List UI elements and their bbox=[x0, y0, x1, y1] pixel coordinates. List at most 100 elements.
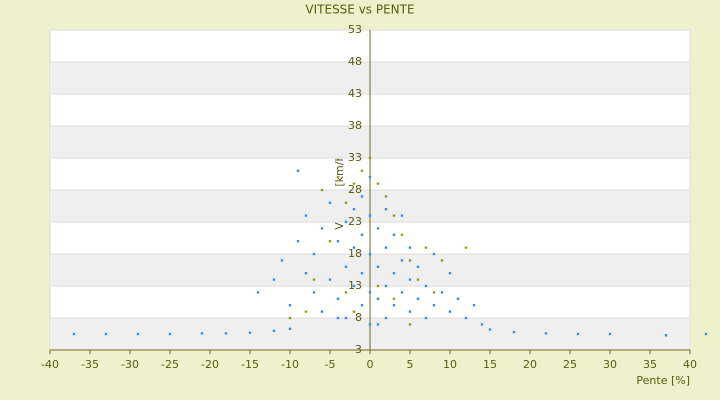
y-tick-label: 23 bbox=[348, 215, 362, 228]
x-axis-title: Pente [%] bbox=[636, 374, 690, 387]
point bbox=[248, 331, 252, 334]
point bbox=[368, 214, 372, 217]
point bbox=[368, 291, 372, 294]
point bbox=[288, 327, 292, 331]
point bbox=[352, 246, 356, 249]
x-tick-label: -10 bbox=[281, 358, 299, 371]
point bbox=[304, 214, 308, 217]
point bbox=[488, 328, 492, 331]
point bbox=[344, 291, 348, 294]
point bbox=[424, 246, 428, 249]
point bbox=[312, 291, 316, 294]
point bbox=[400, 214, 404, 217]
point bbox=[304, 272, 308, 275]
point bbox=[328, 278, 332, 281]
point bbox=[352, 284, 356, 288]
x-tick-label: 20 bbox=[523, 358, 537, 371]
point bbox=[400, 259, 404, 262]
x-tick-label: -15 bbox=[241, 358, 259, 371]
point bbox=[400, 233, 404, 236]
point bbox=[424, 284, 428, 288]
point bbox=[352, 182, 356, 185]
point bbox=[432, 291, 436, 294]
point bbox=[368, 323, 372, 326]
point bbox=[344, 316, 348, 320]
point bbox=[320, 188, 324, 192]
point bbox=[360, 195, 364, 198]
point bbox=[376, 227, 380, 230]
point bbox=[336, 240, 340, 243]
point bbox=[408, 310, 412, 313]
point bbox=[352, 208, 356, 211]
x-tick-label: 5 bbox=[407, 358, 414, 371]
x-tick-label: 30 bbox=[603, 358, 617, 371]
point bbox=[320, 227, 324, 230]
point bbox=[376, 182, 380, 185]
point bbox=[384, 246, 388, 249]
point bbox=[336, 316, 340, 320]
point bbox=[296, 169, 300, 172]
x-tick-label: -25 bbox=[161, 358, 179, 371]
point bbox=[168, 332, 172, 336]
point bbox=[472, 304, 476, 307]
point bbox=[416, 297, 420, 300]
point bbox=[368, 176, 372, 179]
point bbox=[392, 214, 396, 217]
point bbox=[344, 220, 348, 224]
x-tick-label: -30 bbox=[121, 358, 139, 371]
point bbox=[416, 265, 420, 268]
point bbox=[400, 291, 404, 294]
x-tick-label: -20 bbox=[201, 358, 219, 371]
point bbox=[360, 272, 364, 275]
point bbox=[368, 156, 372, 160]
point bbox=[136, 332, 140, 336]
point bbox=[440, 259, 444, 262]
point bbox=[512, 330, 516, 334]
point bbox=[360, 233, 364, 236]
point bbox=[608, 332, 612, 336]
point bbox=[448, 310, 452, 313]
point bbox=[408, 323, 412, 326]
point bbox=[224, 332, 228, 335]
point bbox=[72, 332, 76, 336]
y-tick-label: 18 bbox=[348, 247, 362, 260]
point bbox=[304, 310, 308, 313]
x-tick-label: 40 bbox=[683, 358, 697, 371]
point bbox=[440, 291, 444, 294]
point bbox=[424, 316, 428, 320]
point bbox=[288, 304, 292, 307]
x-tick-label: -40 bbox=[41, 358, 59, 371]
point bbox=[432, 252, 436, 256]
point bbox=[352, 310, 356, 313]
point bbox=[384, 316, 388, 320]
point bbox=[328, 201, 332, 204]
y-tick-label: 38 bbox=[348, 119, 362, 132]
x-tick-label: -5 bbox=[325, 358, 336, 371]
y-tick-label: 33 bbox=[348, 151, 362, 164]
point bbox=[576, 332, 580, 336]
y-tick-label: 43 bbox=[348, 87, 362, 100]
point bbox=[104, 332, 108, 336]
point bbox=[464, 246, 468, 249]
point bbox=[392, 233, 396, 236]
y-tick-label: 53 bbox=[348, 23, 362, 36]
point bbox=[376, 265, 380, 268]
point bbox=[448, 272, 452, 275]
point bbox=[272, 278, 276, 281]
point bbox=[480, 323, 484, 326]
point bbox=[320, 310, 324, 313]
point bbox=[360, 304, 364, 307]
point bbox=[432, 304, 436, 307]
point bbox=[392, 297, 396, 300]
point bbox=[344, 201, 348, 204]
point bbox=[288, 316, 292, 320]
x-tick-label: 0 bbox=[367, 358, 374, 371]
point bbox=[376, 323, 380, 326]
y-tick-label: 28 bbox=[348, 183, 362, 196]
point bbox=[328, 240, 332, 243]
point bbox=[408, 278, 412, 281]
point bbox=[272, 329, 276, 332]
point bbox=[408, 246, 412, 249]
